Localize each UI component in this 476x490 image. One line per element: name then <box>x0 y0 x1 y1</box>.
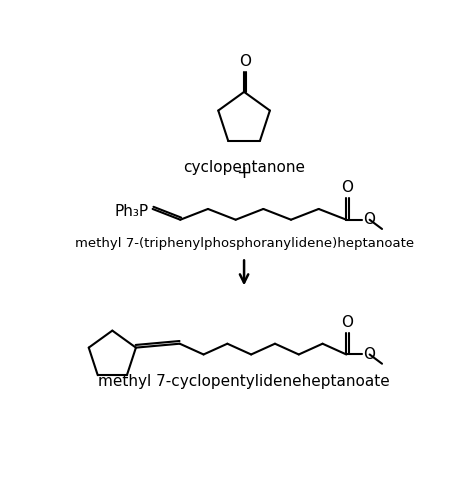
Text: cyclopentanone: cyclopentanone <box>183 160 305 174</box>
Text: O: O <box>341 180 353 195</box>
Text: +: + <box>236 164 251 182</box>
Text: O: O <box>363 212 375 227</box>
Text: O: O <box>363 347 375 362</box>
Text: Ph₃P: Ph₃P <box>114 204 149 219</box>
Text: methyl 7-cyclopentylideneheptanoate: methyl 7-cyclopentylideneheptanoate <box>98 374 389 389</box>
Text: O: O <box>341 315 353 330</box>
Text: methyl 7-(triphenylphosphoranylidene)heptanoate: methyl 7-(triphenylphosphoranylidene)hep… <box>74 237 413 250</box>
Text: O: O <box>239 54 251 69</box>
